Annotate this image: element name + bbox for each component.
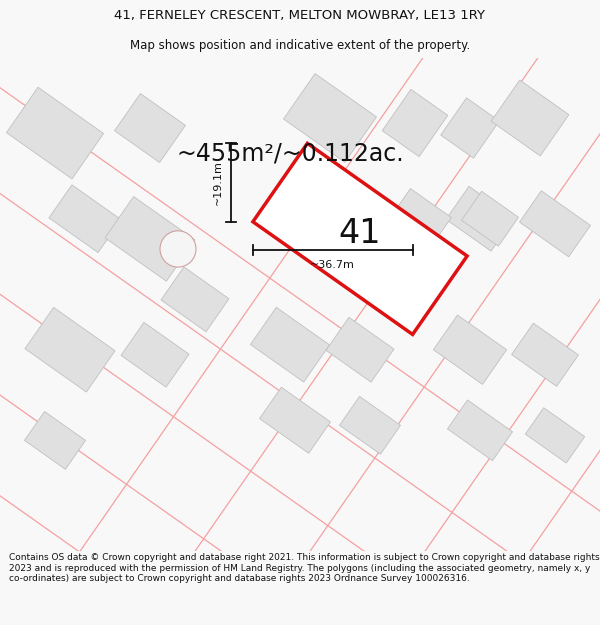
Polygon shape (340, 396, 401, 454)
Polygon shape (260, 388, 331, 453)
Polygon shape (448, 400, 512, 461)
Text: ~455m²/~0.112ac.: ~455m²/~0.112ac. (176, 141, 404, 165)
Polygon shape (326, 318, 394, 382)
Circle shape (160, 231, 196, 267)
Polygon shape (121, 322, 189, 387)
Text: Map shows position and indicative extent of the property.: Map shows position and indicative extent… (130, 39, 470, 52)
Polygon shape (441, 98, 499, 158)
Polygon shape (526, 408, 584, 463)
Polygon shape (105, 197, 195, 281)
Text: ~36.7m: ~36.7m (310, 260, 355, 270)
Polygon shape (161, 267, 229, 332)
Polygon shape (49, 185, 121, 253)
Polygon shape (25, 411, 86, 469)
Polygon shape (491, 80, 569, 156)
Polygon shape (7, 88, 104, 179)
Polygon shape (284, 74, 376, 162)
Polygon shape (520, 191, 590, 257)
Polygon shape (512, 323, 578, 386)
Polygon shape (25, 308, 115, 392)
Polygon shape (433, 315, 506, 384)
Polygon shape (389, 189, 451, 249)
Polygon shape (461, 191, 518, 246)
Text: 41, FERNELEY CRESCENT, MELTON MOWBRAY, LE13 1RY: 41, FERNELEY CRESCENT, MELTON MOWBRAY, L… (115, 9, 485, 22)
Text: ~19.1m: ~19.1m (213, 160, 223, 205)
Polygon shape (115, 94, 185, 162)
Polygon shape (446, 186, 514, 251)
Text: 41: 41 (339, 217, 381, 251)
Text: Contains OS data © Crown copyright and database right 2021. This information is : Contains OS data © Crown copyright and d… (9, 553, 599, 583)
Polygon shape (382, 89, 448, 157)
Polygon shape (250, 308, 329, 382)
Polygon shape (253, 143, 467, 334)
